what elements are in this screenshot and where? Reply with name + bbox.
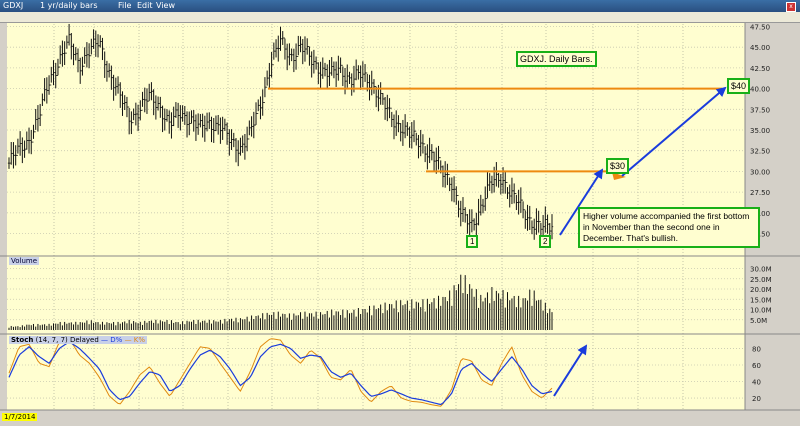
- bottom-2-label: 2: [539, 235, 552, 248]
- price-tick-label: 37.50: [750, 106, 770, 114]
- stoch-params: (14, 7, 7) Delayed: [35, 336, 99, 344]
- symbol-dropdown[interactable]: GDXJ: [3, 1, 24, 10]
- target-40-label: $40: [727, 78, 751, 94]
- legend-d-label: D%: [110, 336, 123, 344]
- volume-tick-label: 30.0M: [750, 266, 772, 274]
- price-tick-label: 35.00: [750, 127, 770, 135]
- stoch-d-line: [8, 341, 553, 406]
- toolbar-strip: [0, 12, 800, 23]
- interval-dropdown[interactable]: 1 yr/daily bars: [40, 1, 98, 10]
- stoch-arrow: [553, 344, 588, 397]
- price-tick-label: 27.50: [750, 189, 770, 197]
- volume-comment-box: Higher volume accompanied the first bott…: [578, 207, 760, 248]
- stoch-title: Stoch: [11, 336, 34, 344]
- close-icon[interactable]: x: [786, 2, 796, 12]
- bottom-1-label: 1: [466, 235, 479, 248]
- volume-tick-label: 25.0M: [750, 276, 772, 284]
- price-tick-label: 47.50: [750, 24, 770, 32]
- price-tick-label: 40.00: [750, 86, 770, 94]
- volume-tick-label: 5.0M: [750, 317, 767, 325]
- price-tick-label: 32.50: [750, 148, 770, 156]
- stoch-tick-label: 20: [752, 395, 761, 403]
- menu-view[interactable]: View: [156, 1, 175, 10]
- start-date: 1/7/2014: [2, 413, 38, 421]
- level-30-arrowhead: [612, 172, 626, 180]
- price-tick-label: 22.50: [750, 231, 770, 239]
- stoch-tick-label: 60: [752, 362, 761, 370]
- title-bar: GDXJ 1 yr/daily bars File Edit View x: [0, 0, 800, 12]
- volume-panel-title: Volume: [9, 257, 40, 265]
- date-axis: [7, 412, 745, 426]
- legend-d: — D%: [101, 336, 123, 344]
- price-tick-label: 45.00: [750, 44, 770, 52]
- stoch-tick-label: 80: [752, 345, 761, 353]
- volume-tick-label: 20.0M: [750, 286, 772, 294]
- menu-edit[interactable]: Edit: [137, 1, 153, 10]
- stoch-panel-title: Stoch (14, 7, 7) Delayed — D% — K%: [9, 336, 148, 344]
- stoch-k-line: [8, 338, 553, 407]
- volume-tick-label: 15.0M: [750, 296, 772, 304]
- price-tick-label: 30.00: [750, 168, 770, 176]
- price-tick-label: 42.50: [750, 65, 770, 73]
- stoch-tick-label: 40: [752, 379, 761, 387]
- chart-title-box: GDXJ. Daily Bars.: [516, 51, 597, 67]
- menu-file[interactable]: File: [118, 1, 132, 10]
- price-tick-label: 25.00: [750, 210, 770, 218]
- target-30-label: $30: [606, 158, 630, 174]
- volume-tick-label: 10.0M: [750, 307, 772, 315]
- arrow-to-40: [621, 86, 727, 177]
- legend-k-label: K%: [133, 336, 146, 344]
- arrow-to-30: [559, 168, 604, 236]
- legend-k: — K%: [124, 336, 146, 344]
